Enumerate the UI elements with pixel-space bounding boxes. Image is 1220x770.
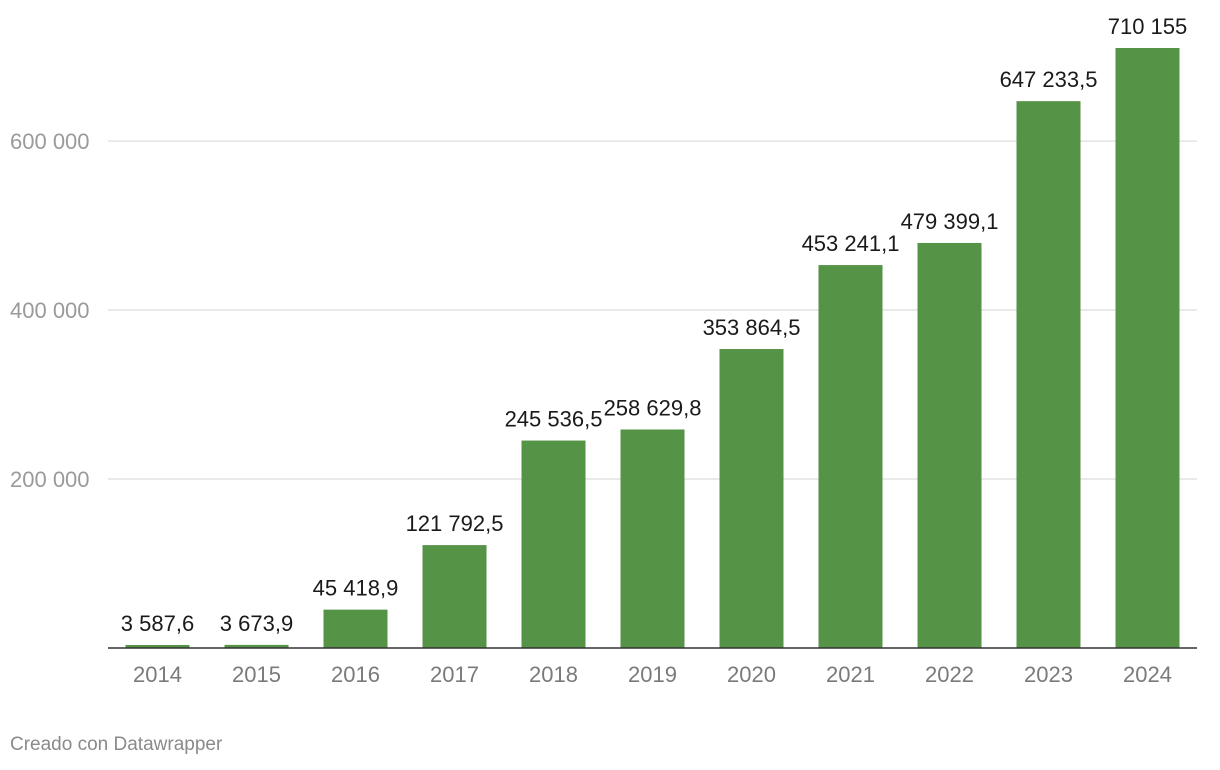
value-label-2014: 3 587,6 [121,611,194,636]
bar-2016[interactable] [323,609,388,648]
value-label-2022: 479 399,1 [901,209,999,234]
x-tick-label-2015: 2015 [232,662,281,687]
bar-2017[interactable] [422,545,487,648]
x-tick-label-2014: 2014 [133,662,182,687]
bar-2020[interactable] [719,349,784,648]
value-label-2024: 710 155 [1108,14,1188,39]
bar-2019[interactable] [620,429,685,648]
x-tick-label-2017: 2017 [430,662,479,687]
y-tick-label: 400 000 [10,298,90,323]
x-tick-label-2022: 2022 [925,662,974,687]
bars [125,48,1180,649]
value-label-2019: 258 629,8 [604,395,702,420]
value-label-2015: 3 673,9 [220,611,293,636]
y-axis-tick-labels: 200 000 400 000 600 000 [10,129,90,492]
x-tick-label-2019: 2019 [628,662,677,687]
bar-2018[interactable] [521,440,586,648]
x-tick-label-2018: 2018 [529,662,578,687]
bar-2023[interactable] [1016,101,1081,648]
bar-2014[interactable] [125,644,190,648]
bar-2022[interactable] [917,242,982,649]
x-tick-label-2023: 2023 [1024,662,1073,687]
bar-2021[interactable] [818,265,883,648]
x-tick-label-2024: 2024 [1123,662,1172,687]
y-tick-label: 600 000 [10,129,90,154]
x-tick-label-2021: 2021 [826,662,875,687]
x-tick-label-2016: 2016 [331,662,380,687]
y-tick-label: 200 000 [10,467,90,492]
datawrapper-credit[interactable]: Creado con Datawrapper [10,734,223,755]
bar-2024[interactable] [1115,48,1180,648]
value-label-2017: 121 792,5 [406,511,504,536]
value-label-2023: 647 233,5 [1000,67,1098,92]
value-label-2021: 453 241,1 [802,231,900,256]
x-axis-tick-labels: 2014 2015 2016 2017 2018 2019 2020 2021 2022 2023… [133,662,1172,687]
value-label-2018: 245 536,5 [505,407,603,432]
x-tick-label-2020: 2020 [727,662,776,687]
value-label-2020: 353 864,5 [703,315,801,340]
value-labels: 3 587,6 3 673,9 45 418,9 121 792,5 245 536,5… [121,14,1187,636]
bar-2015[interactable] [224,644,289,648]
bar-chart: 200 000 400 000 600 000 3 587,6 3 673,9 45 4… [10,14,1197,687]
value-label-2016: 45 418,9 [313,576,399,601]
